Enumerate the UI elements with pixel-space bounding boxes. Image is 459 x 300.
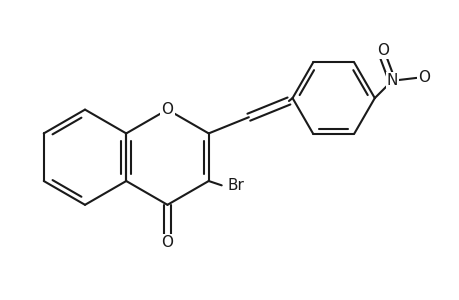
Text: O: O [417,70,429,86]
Text: O: O [161,102,173,117]
Text: O: O [377,43,389,58]
Text: N: N [386,73,397,88]
Text: Br: Br [227,178,244,193]
Text: O: O [161,235,173,250]
